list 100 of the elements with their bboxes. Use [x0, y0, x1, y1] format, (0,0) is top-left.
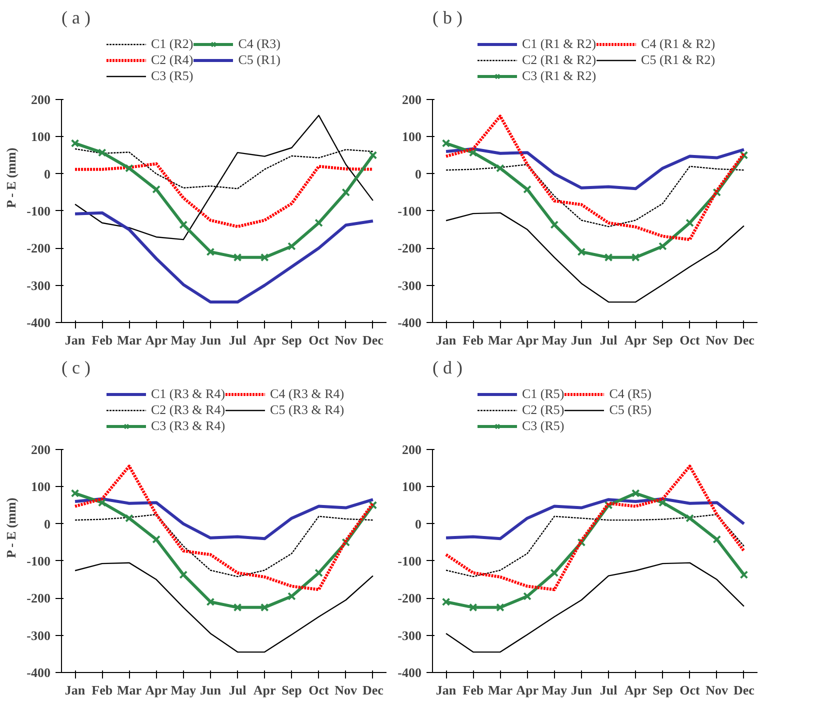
x-tick-label: Feb [92, 682, 113, 698]
legend-label: C5 (R3 & R4) [270, 402, 344, 418]
y-tick-label: 200 [402, 92, 422, 107]
y-tick-label: -400 [26, 665, 51, 680]
x-tick-label: Dec [733, 332, 755, 348]
x-tick-label: May [542, 332, 568, 348]
x-tick-label: Oct [680, 682, 701, 698]
x-tick-label: Jan [64, 682, 86, 698]
x-tick-label: Oct [308, 682, 330, 698]
x-tick-label: May [170, 682, 197, 698]
x-tick-label: Jun [200, 332, 222, 348]
x-tick-label: Jul [600, 332, 618, 348]
x-tick-label: Dec [362, 682, 384, 698]
y-tick-label: -100 [398, 553, 422, 568]
y-tick-label: 0 [44, 166, 50, 182]
x-tick-label: Dec [733, 682, 755, 698]
x-tick-label: Oct [308, 332, 330, 348]
legend-label: C4 (R1 & R2) [641, 36, 716, 52]
legend-label: C4 (R3 & R4) [270, 386, 344, 402]
y-tick-label: -400 [398, 665, 422, 680]
x-tick-label: Sep [652, 332, 673, 348]
x-tick-label: Nov [706, 682, 729, 698]
legend-label: C3 (R5) [522, 418, 564, 434]
legend-label: C2 (R1 & R2) [522, 52, 596, 68]
legend-label: C5 (R1) [238, 52, 280, 68]
y-tick-label: -300 [26, 278, 51, 293]
y-tick-label: 0 [44, 516, 50, 532]
y-tick-label: -200 [26, 590, 51, 606]
x-tick-label: Apr [624, 682, 648, 698]
x-tick-label: Oct [680, 332, 701, 348]
x-tick-label: Sep [282, 332, 302, 348]
y-tick-label: -400 [26, 315, 51, 330]
y-tick-label: 100 [402, 479, 422, 494]
legend-label: C1 (R1 & R2) [522, 36, 596, 52]
y-tick-label: -300 [398, 628, 422, 643]
y-tick-label: 0 [415, 166, 422, 182]
y-tick-label: -100 [26, 203, 51, 218]
x-tick-label: Apr [624, 332, 648, 348]
chart-title: ( a ) [62, 8, 90, 28]
legend-label: C1 (R2) [151, 36, 194, 52]
legend-label: C3 (R3 & R4) [151, 418, 226, 434]
x-tick-label: Jan [436, 332, 457, 348]
y-tick-label: 200 [402, 442, 422, 457]
legend-label: C5 (R5) [609, 402, 652, 418]
x-tick-label: May [170, 332, 197, 348]
x-tick-label: Jul [228, 332, 247, 348]
y-tick-label: -400 [398, 315, 422, 330]
legend-label: C2 (R4) [151, 52, 194, 68]
x-tick-label: Feb [462, 332, 484, 348]
x-tick-label: Mar [488, 332, 513, 348]
chart-title: ( d ) [432, 358, 462, 378]
x-tick-label: Apr [516, 332, 539, 348]
x-tick-label: Feb [92, 332, 113, 348]
legend-label: C3 (R5) [151, 68, 194, 84]
y-tick-label: 100 [31, 129, 50, 144]
legend-label: C2 (R3 & R4) [151, 402, 226, 418]
y-tick-label: -200 [398, 240, 422, 256]
legend-label: C1 (R5) [522, 386, 564, 402]
x-tick-label: Apr [145, 682, 168, 698]
x-tick-label: Nov [334, 332, 358, 348]
x-tick-label: Mar [488, 682, 513, 698]
y-tick-label: 0 [415, 516, 422, 532]
y-tick-label: -200 [26, 240, 51, 256]
y-tick-label: 200 [31, 92, 50, 107]
x-tick-label: Sep [652, 682, 673, 698]
x-tick-label: Apr [145, 332, 168, 348]
legend-label: C4 (R5) [609, 386, 652, 402]
x-tick-label: Feb [462, 682, 484, 698]
x-tick-label: Apr [516, 682, 539, 698]
x-tick-label: Jul [600, 682, 618, 698]
y-tick-label: -100 [398, 203, 422, 218]
y-tick-label: -100 [26, 553, 51, 568]
y-tick-label: -300 [398, 278, 422, 293]
y-axis-title: P - E (mm) [4, 498, 19, 558]
legend-label: C1 (R3 & R4) [151, 386, 226, 402]
chart-title: ( c ) [62, 358, 90, 378]
x-tick-label: Dec [362, 332, 384, 348]
legend-label: C4 (R3) [238, 36, 280, 52]
x-tick-label: Apr [253, 332, 276, 348]
y-tick-label: -200 [398, 590, 422, 606]
x-tick-label: Apr [253, 682, 276, 698]
chart-title: ( b ) [432, 8, 462, 28]
x-tick-label: Jun [200, 682, 222, 698]
y-tick-label: 200 [31, 442, 50, 457]
x-tick-label: May [542, 682, 568, 698]
x-tick-label: Nov [706, 332, 729, 348]
x-tick-label: Jan [436, 682, 457, 698]
y-axis-title: P - E (mm) [4, 148, 19, 208]
x-tick-label: Jul [228, 682, 247, 698]
legend-label: C3 (R1 & R2) [522, 68, 596, 84]
x-tick-label: Jun [570, 332, 593, 348]
y-tick-label: -300 [26, 628, 51, 643]
x-tick-label: Jan [64, 332, 86, 348]
x-tick-label: Mar [116, 332, 142, 348]
x-tick-label: Nov [334, 682, 358, 698]
y-tick-label: 100 [31, 479, 50, 494]
y-tick-label: 100 [402, 129, 422, 144]
legend-label: C5 (R1 & R2) [641, 52, 716, 68]
x-tick-label: Jun [570, 682, 593, 698]
x-tick-label: Sep [282, 682, 302, 698]
